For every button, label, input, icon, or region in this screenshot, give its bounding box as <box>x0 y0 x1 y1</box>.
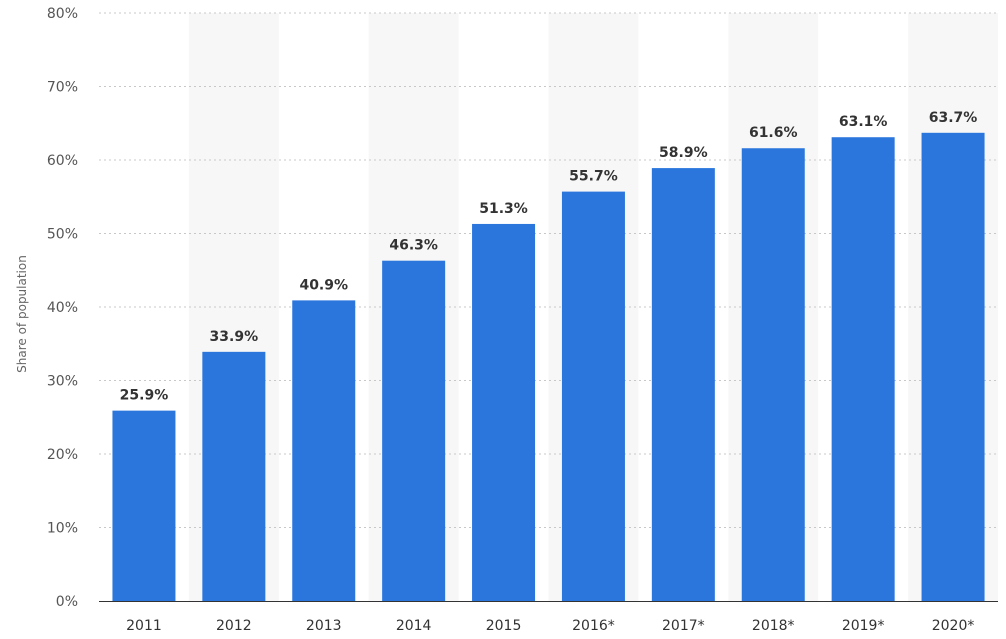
y-tick-label: 70% <box>47 80 78 96</box>
x-tick-label: 2012 <box>216 618 252 634</box>
x-tick-label: 2020* <box>932 618 975 634</box>
bar <box>472 223 536 601</box>
bars <box>112 132 985 602</box>
x-tick-label: 2017* <box>662 618 705 634</box>
x-tick-label: 2011 <box>126 618 162 634</box>
y-tick-label: 20% <box>47 447 78 463</box>
y-tick-label: 10% <box>47 521 78 537</box>
y-tick-label: 0% <box>56 594 78 610</box>
data-label: 61.6% <box>749 125 798 141</box>
bar <box>382 260 446 601</box>
bar <box>112 410 176 601</box>
data-labels: 25.9% 33.9% 40.9% 46.3% 51.3% 55.7% 58.9% 61.6%… <box>120 110 978 404</box>
x-tick-label: 2014 <box>396 618 432 634</box>
y-tick-label: 50% <box>47 227 78 243</box>
bar <box>831 137 895 601</box>
x-tick-label: 2019* <box>842 618 885 634</box>
bar <box>651 168 715 601</box>
y-axis-title: Share of population <box>15 255 29 373</box>
bar <box>202 351 266 601</box>
x-tick-label: 2016* <box>572 618 615 634</box>
bar <box>921 132 985 601</box>
y-tick-label: 60% <box>47 153 78 169</box>
data-label: 63.1% <box>839 114 888 130</box>
y-tick-label: 80% <box>47 6 78 22</box>
bar <box>292 300 356 601</box>
x-tick-label: 2018* <box>752 618 795 634</box>
data-label: 46.3% <box>389 238 438 254</box>
x-tick-label: 2013 <box>306 618 342 634</box>
data-label: 51.3% <box>479 201 528 217</box>
data-label: 63.7% <box>929 110 978 126</box>
x-tick-label: 2015 <box>486 618 522 634</box>
y-tick-label: 30% <box>47 374 78 390</box>
bar <box>741 148 805 602</box>
data-label: 40.9% <box>299 277 348 293</box>
data-label: 25.9% <box>120 388 169 404</box>
data-label: 55.7% <box>569 169 618 185</box>
y-tick-label: 40% <box>47 300 78 316</box>
data-label: 58.9% <box>659 145 708 161</box>
y-axis-ticks: 0% 10% 20% 30% 40% 50% 60% 70% 80% <box>47 6 78 610</box>
x-axis-ticks: 2011 2012 2013 2014 2015 2016* 2017* 2018* 2019*… <box>126 618 974 634</box>
data-label: 33.9% <box>210 329 259 345</box>
bar <box>561 191 625 602</box>
